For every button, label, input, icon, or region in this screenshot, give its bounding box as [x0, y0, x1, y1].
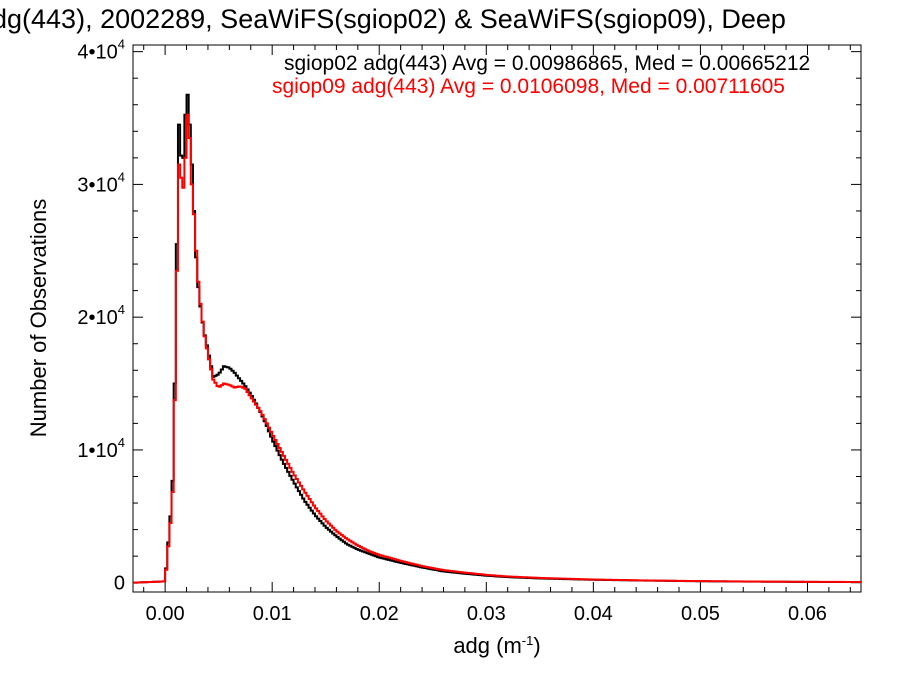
y-tick-label-main: 3•10: [77, 174, 117, 196]
x-tick-label: 0.00: [146, 603, 185, 625]
x-axis-label: adg (m-1): [453, 633, 540, 658]
x-tick-label: 0.03: [467, 603, 506, 625]
series-line-sgiop02: [133, 93, 861, 584]
legend-entry-sgiop02: sgiop02 adg(443) Avg = 0.00986865, Med =…: [284, 52, 810, 75]
x-tick-label: 0.02: [360, 603, 399, 625]
chart-title: dg(443), 2002289, SeaWiFS(sgiop02) & Sea…: [0, 4, 786, 34]
y-tick-label: 0: [114, 573, 125, 595]
y-tick-label-sup: 4: [118, 169, 125, 184]
x-tick-label: 0.06: [788, 603, 827, 625]
y-tick-label-main: 0: [114, 573, 125, 595]
x-axis-label-main: adg (m: [453, 633, 521, 658]
legend-entry-sgiop09: sgiop09 adg(443) Avg = 0.0106098, Med = …: [272, 75, 785, 98]
x-tick-label: 0.04: [574, 603, 613, 625]
y-tick-label: 2•104: [77, 302, 125, 329]
x-tick-label: 0.05: [681, 603, 720, 625]
y-tick-label-sup: 4: [118, 302, 125, 317]
x-axis-label-end: ): [533, 633, 540, 658]
y-tick-label-main: 1•10: [77, 440, 117, 462]
x-tick-label: 0.01: [253, 603, 292, 625]
x-axis-ticks: 0.00 0.01 0.02 0.03 0.04 0.05 0.06: [143, 45, 851, 625]
y-tick-label-sup: 4: [118, 435, 125, 450]
series-layer: [133, 93, 862, 584]
x-axis-label-sup: -1: [522, 633, 534, 648]
series-line-sgiop09: [133, 113, 862, 584]
y-tick-label-main: 2•10: [77, 307, 117, 329]
y-tick-label-sup: 4: [118, 37, 125, 52]
y-tick-label: 3•104: [77, 169, 125, 196]
y-axis-label: Number of Observations: [26, 199, 51, 437]
y-tick-label: 4•104: [77, 37, 125, 64]
y-tick-label-main: 4•10: [77, 42, 117, 64]
plot-frame: [132, 44, 862, 593]
y-tick-label: 1•104: [77, 435, 125, 462]
